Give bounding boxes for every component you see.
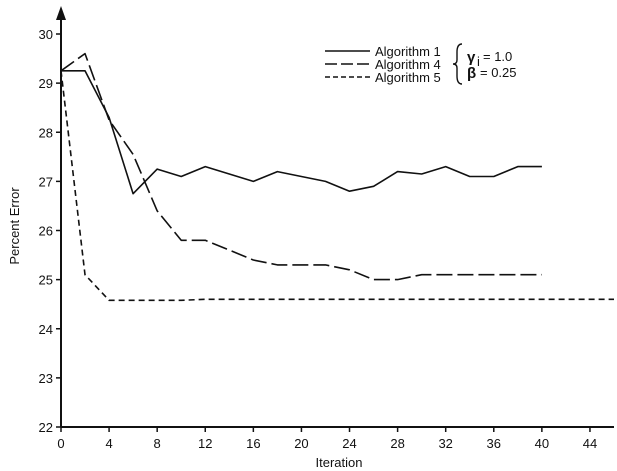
x-tick-label: 16 <box>246 436 260 451</box>
y-tick-label: 23 <box>39 371 53 386</box>
y-tick-label: 27 <box>39 174 53 189</box>
ticks: 22 23 24 25 26 27 28 29 30 0 4 8 12 16 20 24 28 32 36 40 44 <box>39 27 598 451</box>
x-tick-label: 4 <box>105 436 112 451</box>
series-line-algorithm-1 <box>61 70 542 195</box>
legend-label: Algorithm 4 <box>375 57 441 72</box>
legend-label: Algorithm 5 <box>375 70 441 85</box>
beta-symbol: β <box>467 65 476 82</box>
y-tick-label: 22 <box>39 420 53 435</box>
legend-brace <box>452 43 463 85</box>
x-tick-label: 32 <box>438 436 452 451</box>
y-tick-label: 29 <box>39 76 53 91</box>
y-axis-title: Percent Error <box>7 187 22 265</box>
beta-value: = 0.25 <box>480 65 517 80</box>
gamma-symbol: γ <box>467 49 476 66</box>
series-line-algorithm-4 <box>60 52 542 281</box>
gamma-value: = 1.0 <box>483 49 512 64</box>
axes <box>56 6 614 428</box>
gamma-subscript: i <box>477 54 480 69</box>
x-tick-label: 24 <box>342 436 356 451</box>
x-axis-title: Iteration <box>316 455 363 470</box>
y-tick-label: 26 <box>39 224 53 239</box>
x-tick-label: 20 <box>294 436 308 451</box>
y-tick-label: 25 <box>39 273 53 288</box>
x-tick-label: 0 <box>57 436 64 451</box>
x-tick-label: 40 <box>535 436 549 451</box>
series-line-algorithm-5 <box>60 70 614 302</box>
y-axis-arrow <box>56 6 66 20</box>
x-tick-label: 36 <box>487 436 501 451</box>
series-layer <box>60 52 614 302</box>
y-tick-label: 30 <box>39 27 53 42</box>
x-tick-label: 8 <box>154 436 161 451</box>
x-tick-label: 28 <box>390 436 404 451</box>
y-tick-label: 28 <box>39 125 53 140</box>
legend-label: Algorithm 1 <box>375 44 441 59</box>
x-tick-label: 44 <box>583 436 597 451</box>
x-tick-label: 12 <box>198 436 212 451</box>
y-tick-label: 24 <box>39 322 53 337</box>
